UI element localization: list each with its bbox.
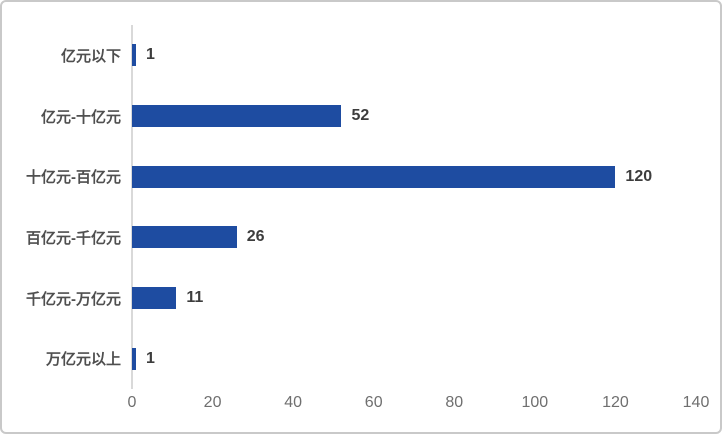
bar-row: 千亿元-万亿元 11 bbox=[2, 268, 696, 329]
value-label: 1 bbox=[146, 46, 155, 64]
bar bbox=[132, 44, 137, 67]
bar bbox=[132, 105, 342, 127]
category-label: 万亿元以上 bbox=[45, 351, 121, 369]
value-label: 120 bbox=[625, 167, 653, 185]
x-tick-label: 100 bbox=[521, 394, 549, 411]
x-tick-label: 140 bbox=[682, 394, 710, 411]
bar-track: 1 bbox=[132, 25, 696, 86]
value-label: 26 bbox=[246, 228, 265, 246]
category-label: 亿元以下 bbox=[60, 47, 121, 65]
x-tick-label: 40 bbox=[284, 394, 303, 411]
value-label: 11 bbox=[186, 289, 204, 307]
category-label: 十亿元-百亿元 bbox=[26, 169, 121, 187]
category-label: 千亿元-万亿元 bbox=[26, 290, 121, 308]
bar-track: 120 bbox=[132, 146, 696, 207]
value-label: 1 bbox=[146, 349, 155, 367]
value-label: 52 bbox=[351, 107, 370, 124]
x-tick-label: 120 bbox=[602, 394, 629, 411]
bar bbox=[132, 347, 137, 370]
bar-track: 11 bbox=[132, 268, 696, 329]
category-label: 百亿元-千亿元 bbox=[26, 229, 121, 247]
bar-rows: 亿元以下 1 亿元-十亿元 52 十亿元-百亿元 120 百亿元-千亿元 26 千亿元-万亿元 1… bbox=[2, 25, 696, 389]
bar-row: 十亿元-百亿元 120 bbox=[2, 146, 696, 207]
bar-track: 1 bbox=[132, 328, 696, 389]
bar bbox=[132, 165, 616, 188]
bar-row: 万亿元以上 1 bbox=[2, 328, 696, 389]
category-label: 亿元-十亿元 bbox=[41, 108, 121, 126]
bar-row: 亿元以下 1 bbox=[2, 25, 696, 86]
y-axis-line bbox=[131, 25, 133, 389]
bar-track: 52 bbox=[132, 86, 696, 147]
bar-row: 亿元-十亿元 52 bbox=[2, 86, 696, 147]
x-tick-label: 60 bbox=[364, 394, 383, 411]
x-tick-label: 0 bbox=[127, 394, 137, 411]
bar bbox=[132, 226, 237, 249]
x-axis-ticks: 0 20 40 60 80 100 120 140 bbox=[128, 394, 710, 416]
x-tick-label: 20 bbox=[203, 394, 222, 411]
bar-track: 26 bbox=[132, 207, 696, 268]
x-tick-label: 80 bbox=[445, 394, 464, 411]
bar-row: 百亿元-千亿元 26 bbox=[2, 207, 696, 268]
bar bbox=[132, 287, 177, 310]
